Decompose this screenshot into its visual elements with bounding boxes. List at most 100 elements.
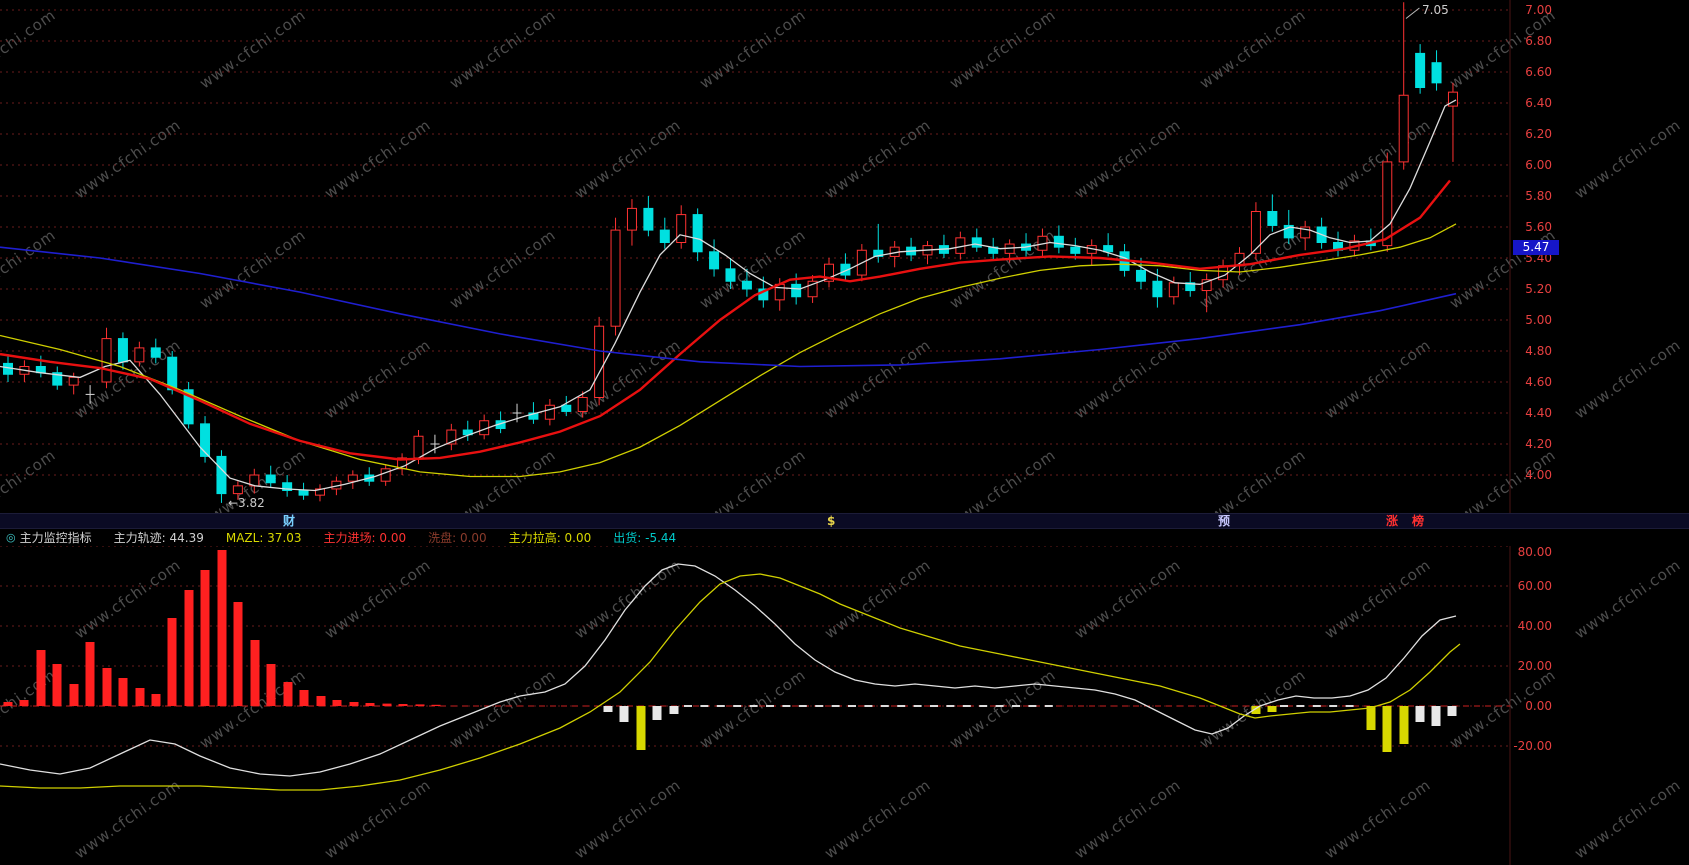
zero-bar (1415, 706, 1425, 722)
candle (134, 347, 145, 363)
event-marker[interactable]: 榜 (1412, 514, 1425, 528)
svg-text:5.80: 5.80 (1525, 189, 1552, 203)
histogram-bar (283, 682, 293, 706)
histogram-bar (431, 704, 441, 706)
candle (1201, 279, 1212, 292)
histogram-bar (299, 690, 309, 706)
indicator-axis-labels: 80.00 60.00 40.00 20.00 0.00 -20.00 (1513, 546, 1552, 753)
main-force-histogram (3, 550, 1457, 752)
candle (1070, 246, 1081, 254)
svg-text:6.00: 6.00 (1525, 158, 1552, 172)
candle (200, 423, 211, 457)
candle (561, 404, 572, 412)
zero-bar (1447, 706, 1457, 716)
zero-dash (1345, 705, 1354, 707)
histogram-bar (266, 664, 276, 706)
candlestick-series (3, 2, 1458, 503)
zero-dash (1028, 705, 1037, 707)
zero-dash (831, 705, 840, 707)
svg-text:4.00: 4.00 (1525, 468, 1552, 482)
svg-text:4.20: 4.20 (1525, 437, 1552, 451)
indicator-value: 主力拉高: 0.00 (508, 530, 592, 545)
svg-text:7.00: 7.00 (1525, 3, 1552, 17)
zero-bar (1251, 706, 1261, 714)
ma-line-red-ma (0, 179, 1451, 461)
histogram-bar (332, 700, 342, 706)
ma-line-white-ma (0, 99, 1457, 492)
svg-text:6.60: 6.60 (1525, 65, 1552, 79)
candle (1398, 94, 1409, 163)
indicator-header: ◎ 主力监控指标 主力轨迹: 44.39 MAZL: 37.03 主力进场: 0.0… (0, 529, 1689, 546)
zero-dash (946, 705, 955, 707)
zero-dash (1280, 705, 1288, 707)
histogram-bar (151, 694, 161, 706)
histogram-bar (167, 618, 177, 706)
svg-text:6.40: 6.40 (1525, 96, 1552, 110)
histogram-bar (118, 678, 128, 706)
candle (544, 404, 555, 420)
zero-dash (979, 705, 988, 707)
candle (626, 207, 637, 231)
candle (840, 263, 851, 276)
candle (741, 280, 752, 290)
candle (1283, 224, 1294, 239)
zero-bar (669, 706, 679, 714)
svg-text:4.80: 4.80 (1525, 344, 1552, 358)
candle (1415, 52, 1426, 88)
svg-text:0.00: 0.00 (1525, 699, 1552, 713)
histogram-bar (52, 664, 62, 706)
candle (824, 263, 834, 282)
candle (1250, 211, 1261, 254)
zero-dash (995, 705, 1004, 707)
histogram-bar (233, 602, 243, 706)
histogram-bar (217, 550, 227, 706)
candle (1168, 282, 1179, 298)
svg-text:6.20: 6.20 (1525, 127, 1552, 141)
zero-dash (848, 705, 856, 707)
candle (68, 376, 79, 386)
indicator-value: MAZL: 37.03 (225, 530, 302, 545)
zero-dash (1012, 705, 1020, 707)
zero-dash (962, 705, 971, 707)
candle (577, 397, 588, 412)
svg-text:60.00: 60.00 (1518, 579, 1552, 593)
candle (117, 338, 128, 363)
candle (1382, 161, 1393, 247)
histogram-bar (200, 570, 210, 706)
indicator-value: 主力进场: 0.00 (323, 530, 407, 545)
event-marker[interactable]: 涨 (1386, 514, 1399, 528)
candle (1447, 91, 1458, 107)
zero-dash (749, 705, 758, 707)
candle (1152, 280, 1163, 298)
candle (183, 389, 194, 425)
zero-bar (1399, 706, 1409, 744)
candle (101, 338, 112, 383)
candle (1300, 226, 1311, 239)
zero-bar (1431, 706, 1441, 726)
indicator-title[interactable]: 主力监控指标 (19, 530, 92, 545)
event-strip: 财 $ 预 涨榜 (0, 513, 1689, 529)
indicator-collapse-icon[interactable]: ◎ (6, 531, 16, 544)
svg-text:5.00: 5.00 (1525, 313, 1552, 327)
svg-text:4.60: 4.60 (1525, 375, 1552, 389)
event-marker[interactable]: 预 (1218, 514, 1231, 528)
indicator-chart[interactable]: 80.00 60.00 40.00 20.00 0.00 -20.00 (0, 546, 1689, 865)
candle (1135, 269, 1146, 282)
candle (446, 429, 457, 445)
event-marker[interactable]: $ (827, 514, 836, 528)
zero-dash (684, 705, 692, 707)
candle (610, 229, 621, 327)
candle (52, 372, 63, 386)
candle (1103, 245, 1114, 253)
svg-text:5.60: 5.60 (1525, 220, 1552, 234)
event-marker[interactable]: 财 (283, 514, 296, 528)
candle (265, 474, 276, 484)
candle (971, 237, 982, 248)
candle (1267, 211, 1278, 226)
indicator-line-yellow-indicator (0, 573, 1461, 791)
main-price-chart[interactable]: 7.006.806.606.406.206.005.805.605.405.20… (0, 0, 1689, 513)
zero-dash (798, 705, 807, 707)
candle (1185, 282, 1196, 292)
indicator-value: 洗盘: 0.00 (428, 530, 487, 545)
price-axis-labels: 7.006.806.606.406.206.005.805.605.405.20… (1525, 3, 1552, 482)
